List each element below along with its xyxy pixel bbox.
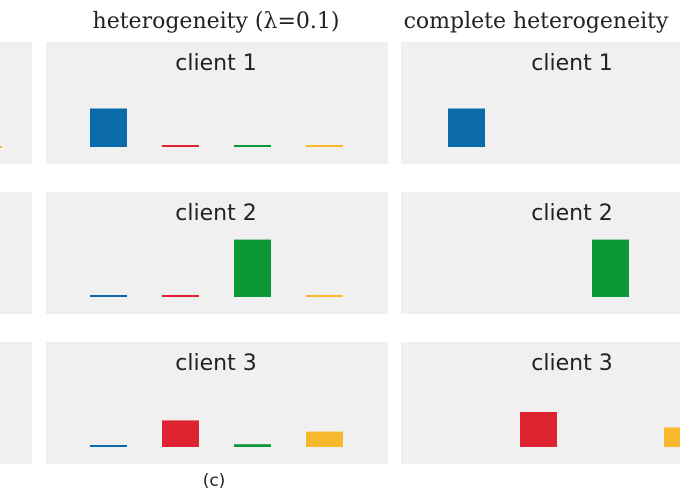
partial-client-3-bar-red	[162, 420, 199, 447]
complete-client-3-bar-yellow	[664, 427, 680, 447]
column-complete-heterogeneity: client 1 client 2 client 3	[401, 42, 680, 464]
column-title-complete: complete heterogeneity	[404, 9, 669, 34]
column-partial-heterogeneity: client 1 client 2 client 3	[46, 42, 388, 464]
figure-caption: (c)	[203, 471, 226, 491]
left-panel-2	[0, 192, 32, 314]
partial-client-2-bar-yellow	[306, 295, 343, 297]
partial-client-1-bar-blue	[90, 108, 127, 147]
partial-client-3-bar-yellow	[306, 431, 343, 447]
complete-client-2-title: client 2	[531, 201, 612, 226]
partial-client-2-bar-red	[162, 295, 199, 297]
partial-client-1-bar-yellow	[306, 145, 343, 147]
partial-client-1-bar-red	[162, 145, 199, 147]
partial-client-3-bar-blue	[90, 445, 127, 447]
complete-client-1-bar-blue	[448, 108, 485, 147]
partial-client-2-title: client 2	[175, 201, 256, 226]
partial-client-3-bar-green	[234, 444, 271, 447]
complete-client-1-title: client 1	[531, 51, 612, 76]
partial-client-3-title: client 3	[175, 351, 256, 376]
complete-client-3-title: client 3	[531, 351, 612, 376]
left-panel-1-bar-yellow	[0, 146, 2, 148]
column-title-partial: heterogeneity (λ=0.1)	[93, 9, 340, 34]
left-panel-3	[0, 342, 32, 464]
left-panel-1	[0, 42, 32, 164]
partial-client-2-panel	[46, 192, 388, 314]
partial-client-2-bar-green	[234, 239, 271, 297]
partial-client-1-bar-green	[234, 145, 271, 147]
complete-client-3-bar-red	[520, 412, 557, 447]
complete-client-2-bar-green	[592, 239, 629, 297]
complete-client-2-panel	[401, 192, 680, 314]
partial-client-1-title: client 1	[175, 51, 256, 76]
left-column-partial	[0, 42, 32, 464]
complete-client-1-panel	[401, 42, 680, 164]
partial-client-2-bar-blue	[90, 295, 127, 297]
